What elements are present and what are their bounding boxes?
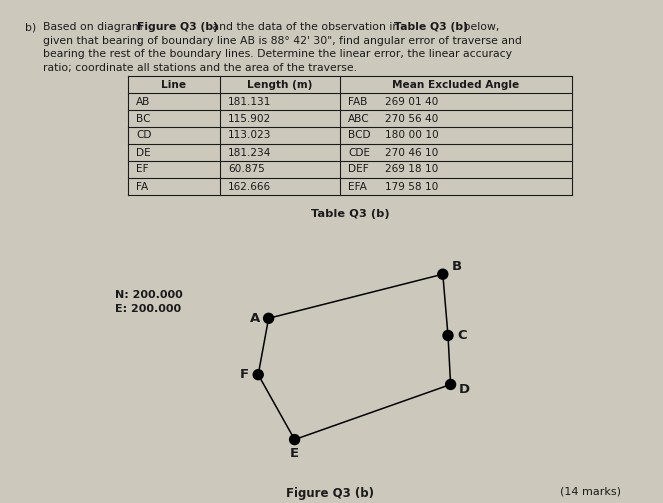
Text: Mean Excluded Angle: Mean Excluded Angle (392, 79, 520, 90)
Text: 270 56 40: 270 56 40 (385, 114, 438, 124)
Text: FA: FA (136, 182, 148, 192)
Text: 113.023: 113.023 (228, 130, 272, 140)
Text: 115.902: 115.902 (228, 114, 271, 124)
Text: A: A (249, 312, 260, 325)
Text: ABC: ABC (348, 114, 370, 124)
Text: 180 00 10: 180 00 10 (385, 130, 439, 140)
Text: (14 marks): (14 marks) (560, 487, 621, 497)
Text: bearing the rest of the boundary lines. Determine the linear error, the linear a: bearing the rest of the boundary lines. … (43, 49, 512, 59)
Text: Table Q3 (b): Table Q3 (b) (311, 209, 389, 219)
Text: 60.875: 60.875 (228, 164, 265, 175)
Text: Line: Line (161, 79, 186, 90)
Text: Figure Q3 (b): Figure Q3 (b) (137, 22, 218, 32)
Text: 181.234: 181.234 (228, 147, 271, 157)
Circle shape (290, 435, 300, 445)
Text: 179 58 10: 179 58 10 (385, 182, 438, 192)
Text: ratio; coordinate all stations and the area of the traverse.: ratio; coordinate all stations and the a… (43, 62, 357, 72)
Text: BC: BC (136, 114, 151, 124)
Text: E: E (290, 447, 299, 460)
Circle shape (253, 370, 263, 380)
Text: EF: EF (136, 164, 149, 175)
Text: DEF: DEF (348, 164, 369, 175)
Text: 269 01 40: 269 01 40 (385, 97, 438, 107)
Text: given that bearing of boundary line AB is 88° 42' 30", find angular error of tra: given that bearing of boundary line AB i… (43, 36, 522, 45)
Circle shape (438, 269, 448, 279)
Text: E: 200.000: E: 200.000 (115, 304, 181, 314)
Circle shape (446, 379, 455, 389)
Text: 162.666: 162.666 (228, 182, 271, 192)
Text: D: D (459, 383, 470, 396)
Text: 181.131: 181.131 (228, 97, 271, 107)
Text: 270 46 10: 270 46 10 (385, 147, 438, 157)
Text: Figure Q3 (b): Figure Q3 (b) (286, 487, 374, 500)
Text: EFA: EFA (348, 182, 367, 192)
Text: FAB: FAB (348, 97, 367, 107)
Text: BCD: BCD (348, 130, 371, 140)
Text: Length (m): Length (m) (247, 79, 313, 90)
Text: N: 200.000: N: 200.000 (115, 290, 183, 300)
Text: Table Q3 (b): Table Q3 (b) (394, 22, 468, 32)
Text: 269 18 10: 269 18 10 (385, 164, 438, 175)
Circle shape (264, 313, 274, 323)
Text: DE: DE (136, 147, 151, 157)
Text: Based on diagram: Based on diagram (43, 22, 146, 32)
Text: CDE: CDE (348, 147, 370, 157)
Text: below,: below, (460, 22, 499, 32)
Text: AB: AB (136, 97, 151, 107)
Text: CD: CD (136, 130, 152, 140)
Text: b): b) (25, 22, 36, 32)
Circle shape (443, 330, 453, 341)
Text: C: C (457, 329, 467, 342)
Text: F: F (239, 368, 249, 381)
Text: B: B (452, 260, 462, 273)
Text: and the data of the observation in: and the data of the observation in (209, 22, 402, 32)
